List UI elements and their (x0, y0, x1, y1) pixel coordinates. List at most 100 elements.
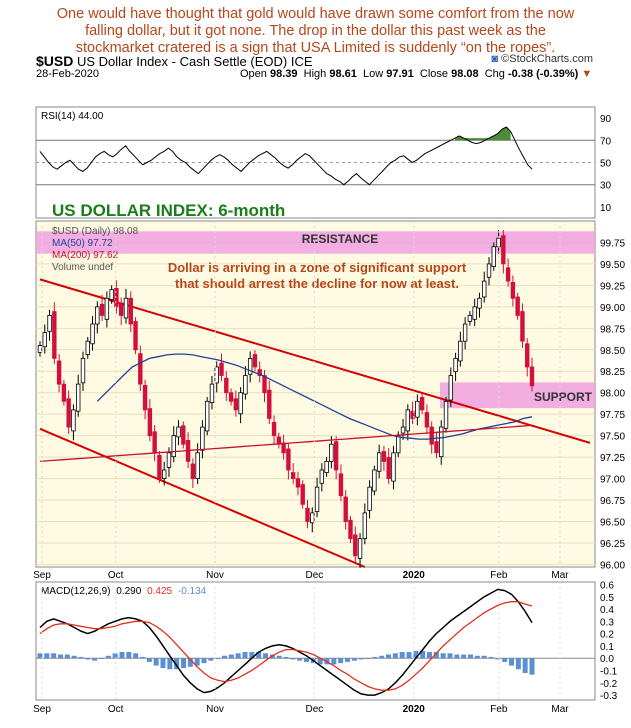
macd-histogram-bar (92, 658, 98, 661)
macd-histogram-bar (119, 652, 125, 659)
macd-histogram-bar (468, 654, 473, 659)
candle-body (525, 343, 530, 368)
candle-body (37, 345, 43, 353)
macd-histogram-bar (140, 656, 145, 659)
candle-body (147, 408, 153, 437)
macd-histogram-bar (447, 653, 453, 659)
month-label: 2020 (403, 704, 426, 715)
macd-histogram-bar (85, 658, 91, 660)
candle-body (181, 425, 186, 445)
exchange: ICE (290, 54, 313, 69)
candle-body (247, 357, 253, 375)
price-tick-label: 97.75 (600, 410, 625, 421)
rsi-tick-label: 10 (600, 203, 612, 214)
macd-tick-label: 0.2 (600, 630, 614, 641)
price-tick-label: 99.25 (600, 281, 625, 292)
price-tick-label: 98.25 (600, 367, 625, 378)
candle-body (152, 431, 157, 454)
legend-ma200: MA(200) 97.62 (52, 250, 119, 261)
support-label: SUPPORT (534, 390, 593, 404)
candle-body (472, 306, 477, 320)
candle-body (439, 426, 444, 458)
headline-line-3: stockmarket cratered is a sign that USA … (75, 40, 556, 56)
candle-body (267, 389, 272, 419)
macd-histogram-bar (365, 658, 371, 660)
macd-histogram-bar (433, 652, 439, 659)
candle-body (99, 303, 105, 316)
headline: One would have thought that gold would h… (8, 6, 623, 57)
dropdown-icon[interactable]: ▼ (581, 68, 593, 80)
candle-body (400, 426, 406, 434)
candle-body (290, 472, 296, 479)
stockcharts-logo[interactable]: ◙ ©StockCharts.com (491, 53, 593, 65)
macd-tick-label: 0.5 (600, 593, 614, 604)
macd-histogram-bar (263, 653, 268, 659)
candle-body (281, 442, 286, 454)
rsi-line (39, 126, 533, 186)
month-label: Dec (305, 570, 323, 581)
candle-body (166, 452, 172, 468)
macd-histogram-bar (99, 658, 104, 660)
high-label: High (303, 68, 327, 80)
candle-body (305, 507, 310, 522)
candle-body (319, 469, 325, 484)
macd-histogram-bar (78, 656, 84, 659)
signal-line (39, 601, 533, 691)
macd-histogram-bar (249, 652, 255, 659)
candle-body (142, 385, 148, 411)
macd-histogram-bar (208, 658, 214, 661)
macd-tick-label: 0.3 (600, 617, 614, 628)
chart-title-row: $USD US Dollar Index - Cash Settle (EOD)… (36, 53, 313, 69)
macd-histogram-bar (386, 654, 391, 659)
candle-body (458, 340, 463, 362)
resistance-zone (36, 231, 595, 254)
logo-text: ©StockCharts.com (501, 53, 593, 65)
macd-histogram-bar (105, 655, 111, 659)
candle-body (396, 435, 401, 454)
macd-histogram-bar (345, 658, 350, 662)
macd-histogram-bar (317, 658, 323, 665)
macd-histogram-bar (290, 658, 296, 660)
macd-tick-label: 0.6 (600, 580, 614, 591)
month-label: Dec (305, 704, 323, 715)
candle-body (114, 287, 119, 308)
chg-label: Chg (484, 68, 505, 80)
candle-body (76, 383, 81, 412)
macd-histogram-bar (276, 655, 282, 659)
macd-histogram-bar (71, 655, 77, 659)
macd-histogram-bar (215, 658, 221, 660)
macd-histogram-bar (481, 655, 487, 659)
macd-histogram-bar (283, 656, 289, 659)
price-tick-label: 99.75 (600, 238, 625, 249)
instrument-name: US Dollar Index - Cash Settle (EOD) (76, 54, 288, 69)
macd-histogram-bar (146, 658, 152, 662)
ohlc-row: Open 98.39 High 98.61 Low 97.91 Close 98… (240, 68, 592, 80)
candle-body (348, 519, 353, 540)
price-tick-label: 96.75 (600, 496, 625, 507)
macd-histogram-bar (222, 655, 227, 659)
month-label: 2020 (403, 570, 426, 581)
candle-body (104, 297, 110, 320)
candle-body (357, 538, 363, 559)
macd-histogram-bar (194, 658, 200, 666)
price-panel: 99.75 99.50 99.25 99.00 98.75 98.50 98.25 98.00… (33, 201, 625, 581)
macd-histogram-bar (181, 658, 186, 669)
candle-body (195, 452, 200, 479)
candle-body (310, 512, 315, 524)
candle-body (520, 311, 525, 342)
macd-histogram-bar (474, 655, 480, 659)
macd-histogram-bar (495, 658, 501, 660)
macd-histogram-bar (379, 655, 385, 659)
month-label: Mar (551, 704, 569, 715)
legend-volume: Volume undef (52, 262, 113, 273)
candle-body (271, 421, 277, 437)
candle-body (262, 375, 267, 394)
rsi-panel: 90 70 50 30 10 RSI(14) 44.00 (35, 106, 612, 219)
candle-body (415, 400, 420, 418)
month-label: Mar (551, 570, 569, 581)
macd-panel: 0.6 0.50.40.3 0.20.10.0 -0.1-0.2-0.3 MACD(1… (33, 580, 618, 715)
macd-histogram-bar (392, 653, 398, 659)
rsi-tick-label: 90 (600, 114, 612, 125)
macd-histogram-bar (242, 652, 248, 659)
rsi-tick-label: 70 (600, 136, 612, 147)
